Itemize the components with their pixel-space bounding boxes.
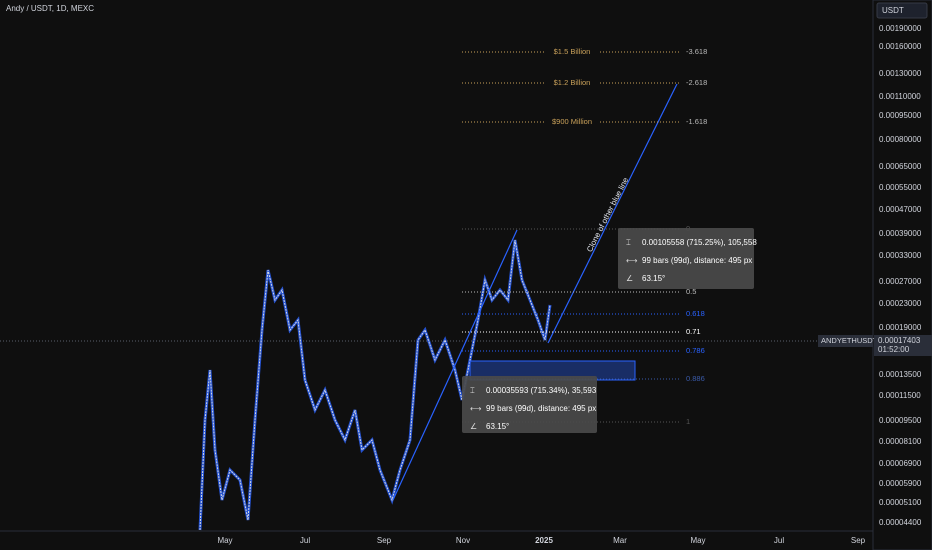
measure-line: 63.15°: [486, 422, 509, 431]
measure-line: 99 bars (99d), distance: 495 px: [642, 256, 752, 265]
measure-tooltip: [462, 376, 597, 433]
time-label: May: [217, 536, 232, 545]
measure-line: 0.00035593 (715.34%), 35,593: [486, 386, 597, 395]
time-label: Jul: [774, 536, 784, 545]
fib-note-bg: [546, 78, 598, 88]
price-wicks: [199, 239, 551, 531]
price-label: 0.00008100: [879, 437, 922, 446]
price-label: 0.00011500: [879, 391, 921, 400]
measure-tooltip: [618, 228, 754, 289]
price-label: 0.00110000: [879, 92, 921, 101]
measure-icon: ⟷: [470, 404, 482, 413]
price-label: 0.00065000: [879, 162, 922, 171]
time-label: Sep: [377, 536, 392, 545]
fib-note-bg: [546, 47, 598, 57]
fib-level: 0.71: [686, 327, 701, 336]
countdown: 01:52:00: [878, 345, 910, 354]
fib-level: -2.618: [686, 78, 707, 87]
currency-label: USDT: [882, 6, 904, 15]
price-label: 0.00095000: [879, 111, 922, 120]
fib-level: 1: [686, 417, 690, 426]
measure-line: 63.15°: [642, 274, 665, 283]
fib-level: 0.618: [686, 309, 705, 318]
price-label: 0.00004400: [879, 518, 922, 527]
price-label: 0.00160000: [879, 42, 922, 51]
price-label: 0.00013500: [879, 370, 922, 379]
price-label: 0.00023000: [879, 299, 922, 308]
measure-line: 0.00105558 (715.25%), 105,558: [642, 238, 757, 247]
time-label: Nov: [456, 536, 470, 545]
fib-level: 0.5: [686, 287, 696, 296]
price-label: 0.00009500: [879, 416, 922, 425]
measure-icon: ∠: [470, 422, 477, 431]
fib-level: -3.618: [686, 47, 707, 56]
fib-note: $1.2 Billion: [554, 78, 591, 87]
currency-button[interactable]: [876, 2, 928, 19]
fib-note-bg: [546, 117, 598, 127]
measure-icon: ⌶: [626, 238, 631, 247]
measure-icon: ∠: [626, 274, 633, 283]
fib-level: -1.618: [686, 117, 707, 126]
fib-level: 0.886: [686, 374, 705, 383]
price-label: 0.00080000: [879, 135, 922, 144]
price-label: 0.00019000: [879, 323, 922, 332]
time-label: 2025: [535, 536, 553, 545]
price-label: 0.00006900: [879, 459, 922, 468]
time-label: Jul: [300, 536, 310, 545]
price-label: 0.00130000: [879, 69, 922, 78]
fib-note: $1.5 Billion: [554, 47, 591, 56]
price-label: 0.00005100: [879, 498, 922, 507]
price-label: 0.00027000: [879, 277, 922, 286]
fib-level: 0.786: [686, 346, 705, 355]
time-label: Sep: [851, 536, 866, 545]
measure-line: 99 bars (99d), distance: 495 px: [486, 404, 596, 413]
price-tag: [874, 335, 932, 356]
symbol-tag: [818, 335, 873, 347]
trend-line: [392, 229, 518, 501]
price-label: 0.00039000: [879, 229, 922, 238]
measure-icon: ⟷: [626, 256, 638, 265]
price-label: 0.00047000: [879, 205, 922, 214]
time-label: Mar: [613, 536, 627, 545]
price-label: 0.00190000: [879, 24, 922, 33]
trend-line-clone: [547, 83, 678, 344]
symbol-title: Andy / USDT, 1D, MEXC: [6, 4, 94, 13]
time-label: May: [690, 536, 705, 545]
symbol-tag-label: ANDYETHUSDT: [821, 336, 878, 345]
price-label: 0.00055000: [879, 183, 922, 192]
price-axis-panel: [872, 0, 932, 550]
fib-note: $900 Million: [552, 117, 592, 126]
price-label: 0.00005900: [879, 479, 922, 488]
current-price: 0.00017403: [878, 336, 921, 345]
price-label: 0.00033000: [879, 251, 922, 260]
measure-icon: ⌶: [470, 386, 475, 395]
